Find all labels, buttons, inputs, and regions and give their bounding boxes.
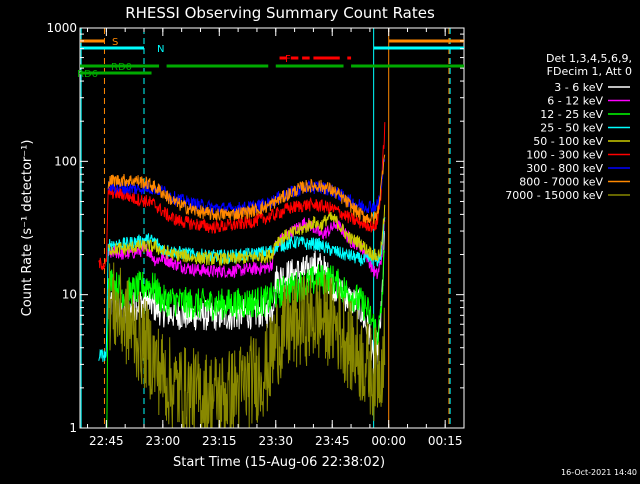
series-line-12-25-keV [106, 249, 385, 428]
flag-label-s: S [112, 37, 118, 48]
x-tick-label: 23:15 [202, 434, 237, 448]
y-tick-label: 1 [69, 421, 77, 435]
series-line-100-300-keV [98, 122, 386, 271]
series-line-6-12-keV [107, 217, 386, 280]
flag-label-rd6: RD6 [77, 69, 98, 80]
legend-header-line-0: Det 1,3,4,5,6,9, [546, 52, 632, 65]
series-line-50-100-keV [108, 204, 386, 266]
legend-label-4: 50 - 100 keV [533, 135, 603, 148]
y-axis-label: Count Rate (s⁻¹ detector⁻¹) [20, 140, 35, 317]
legend-label-2: 12 - 25 keV [540, 108, 603, 121]
legend-label-1: 6 - 12 keV [547, 95, 603, 108]
series-line-25-50-keV [98, 217, 386, 362]
x-axis-label: Start Time (15-Aug-06 22:38:02) [173, 455, 385, 470]
chart-title: RHESSI Observing Summary Count Rates [125, 4, 435, 22]
flag-label-f: F [285, 54, 291, 65]
series-line-7000-15000-keV [107, 262, 386, 428]
x-tick-label: 23:45 [315, 434, 350, 448]
flag-label-n: N [157, 44, 164, 55]
legend-header-line-1: FDecim 1, Att 0 [547, 65, 632, 78]
legend-label-0: 3 - 6 keV [554, 81, 603, 94]
x-tick-label: 22:45 [89, 434, 124, 448]
y-tick-label: 100 [54, 154, 77, 168]
flag-label-rd0: RD0 [111, 62, 132, 73]
plot-frame [79, 27, 465, 429]
series-line-800-7000-keV [107, 154, 386, 225]
legend-label-5: 100 - 300 keV [526, 149, 603, 162]
footer-timestamp: 16-Oct-2021 14:40 [561, 468, 637, 477]
legend-label-6: 300 - 800 keV [526, 162, 603, 175]
legend-label-7: 800 - 7000 keV [519, 176, 603, 189]
legend-label-8: 7000 - 15000 keV [505, 189, 603, 202]
x-tick-label: 00:00 [371, 434, 406, 448]
x-tick-label: 23:00 [146, 434, 181, 448]
y-tick-label: 1000 [46, 21, 77, 35]
x-tick-label: 00:15 [428, 434, 463, 448]
x-tick-label: 23:30 [258, 434, 293, 448]
legend-label-3: 25 - 50 keV [540, 122, 603, 135]
y-tick-label: 10 [62, 288, 77, 302]
